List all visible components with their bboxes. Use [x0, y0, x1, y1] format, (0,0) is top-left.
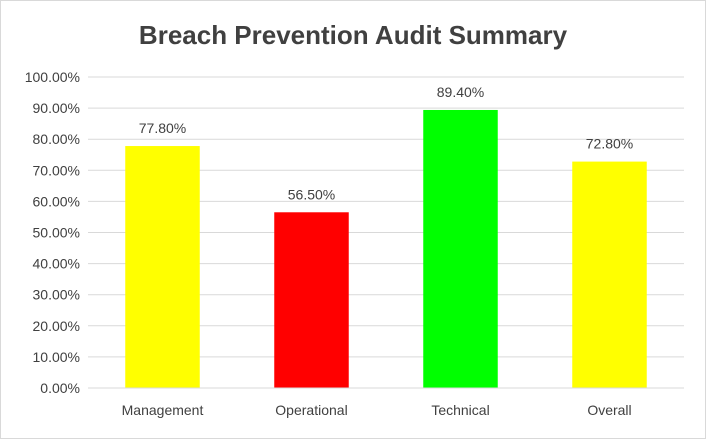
y-tick-label: 0.00%	[40, 380, 80, 396]
y-tick-label: 60.00%	[33, 193, 80, 209]
data-label-operational: 56.50%	[288, 186, 335, 202]
y-tick-label: 30.00%	[33, 287, 80, 303]
y-tick-label: 10.00%	[33, 349, 80, 365]
x-tick-label-technical: Technical	[431, 402, 489, 418]
bar-overall	[572, 161, 647, 388]
x-tick-label-operational: Operational	[275, 402, 347, 418]
y-tick-label: 80.00%	[33, 131, 80, 147]
data-label-management: 77.80%	[139, 120, 186, 136]
data-labels: 77.80% 56.50% 89.40% 72.80%	[139, 84, 633, 202]
data-label-overall: 72.80%	[586, 136, 633, 152]
y-tick-label: 100.00%	[25, 69, 80, 85]
data-label-technical: 89.40%	[437, 84, 484, 100]
y-axis-tick-labels: 0.00% 10.00% 20.00% 30.00% 40.00% 50.00% 60.00…	[25, 69, 80, 396]
bar-technical	[423, 109, 498, 388]
x-tick-label-overall: Overall	[587, 402, 631, 418]
x-axis: Management Operational Technical Overall	[88, 387, 684, 418]
chart-title: Breach Prevention Audit Summary	[138, 20, 568, 50]
bars	[125, 109, 647, 388]
y-tick-label: 70.00%	[33, 162, 80, 178]
y-tick-label: 40.00%	[33, 256, 80, 272]
x-tick-label-management: Management	[122, 402, 204, 418]
y-tick-label: 90.00%	[33, 100, 80, 116]
bar-operational	[274, 212, 349, 388]
y-tick-label: 50.00%	[33, 225, 80, 241]
bar-management	[125, 146, 200, 388]
y-tick-label: 20.00%	[33, 318, 80, 334]
